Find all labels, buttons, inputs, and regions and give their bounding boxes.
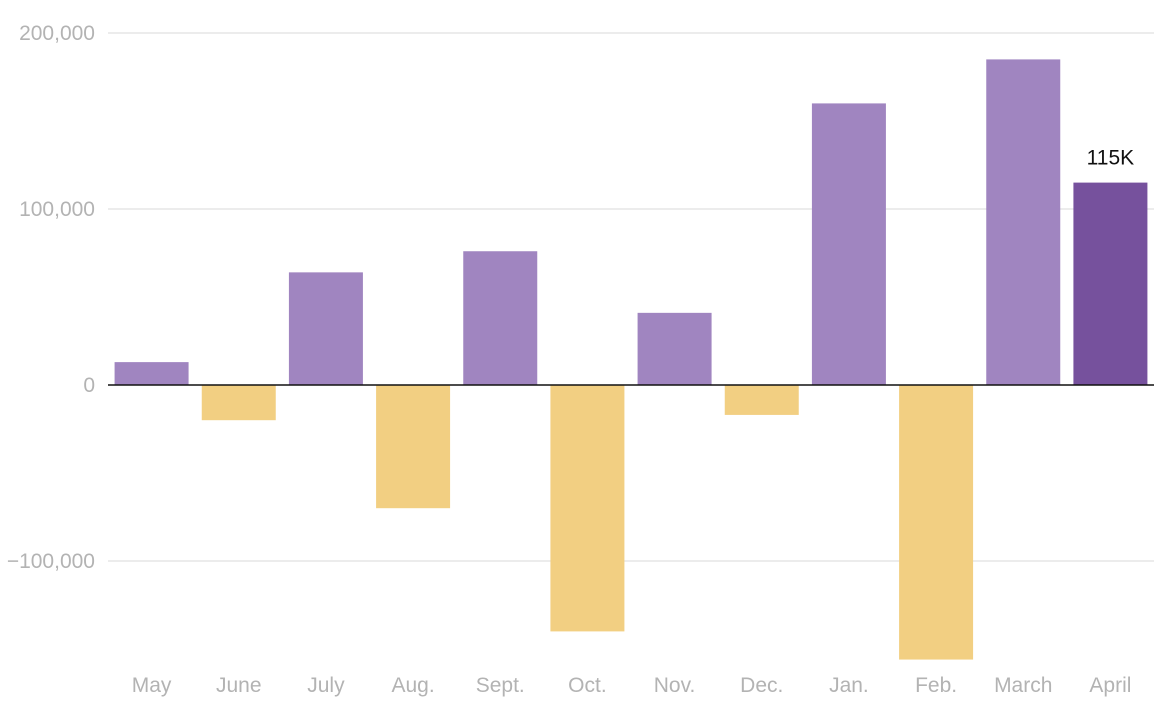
x-tick-label: Oct. — [568, 674, 607, 697]
x-tick-label: May — [132, 674, 172, 697]
x-tick-label: Feb. — [915, 674, 957, 697]
bar-april — [1073, 182, 1148, 385]
y-tick-label: 100,000 — [19, 198, 95, 221]
bar-feb — [899, 385, 974, 660]
x-tick-label: March — [994, 674, 1052, 697]
bar-aug — [376, 385, 451, 509]
x-axis-tick-labels: May June July Aug. Sept. Oct. Nov. Dec. Jan. Feb.… — [132, 674, 1132, 697]
x-tick-label: Aug. — [391, 674, 434, 697]
x-tick-label: June — [216, 674, 262, 697]
data-label: 115K — [1087, 147, 1135, 170]
data-labels: 115K — [1087, 147, 1135, 170]
y-tick-label: −100,000 — [7, 550, 95, 573]
bar-june — [201, 385, 276, 421]
x-tick-label: April — [1089, 674, 1131, 697]
x-tick-label: Dec. — [740, 674, 783, 697]
bar-jan — [811, 103, 886, 386]
bar-dec — [724, 385, 799, 415]
y-tick-label: 0 — [83, 374, 95, 397]
bars — [114, 59, 1148, 660]
bar-sept — [463, 251, 538, 385]
x-tick-label: Nov. — [654, 674, 696, 697]
bar-oct — [550, 385, 625, 632]
bar-march — [986, 59, 1061, 386]
y-tick-label: 200,000 — [19, 22, 95, 45]
x-tick-label: Jan. — [829, 674, 869, 697]
x-tick-label: July — [307, 674, 345, 697]
x-tick-label: Sept. — [476, 674, 525, 697]
y-axis-tick-labels: 200,000 100,000 0 −100,000 — [7, 22, 95, 573]
bar-nov — [637, 312, 712, 385]
gridlines — [108, 32, 1154, 562]
bar-july — [288, 272, 363, 385]
bar-may — [114, 362, 189, 385]
